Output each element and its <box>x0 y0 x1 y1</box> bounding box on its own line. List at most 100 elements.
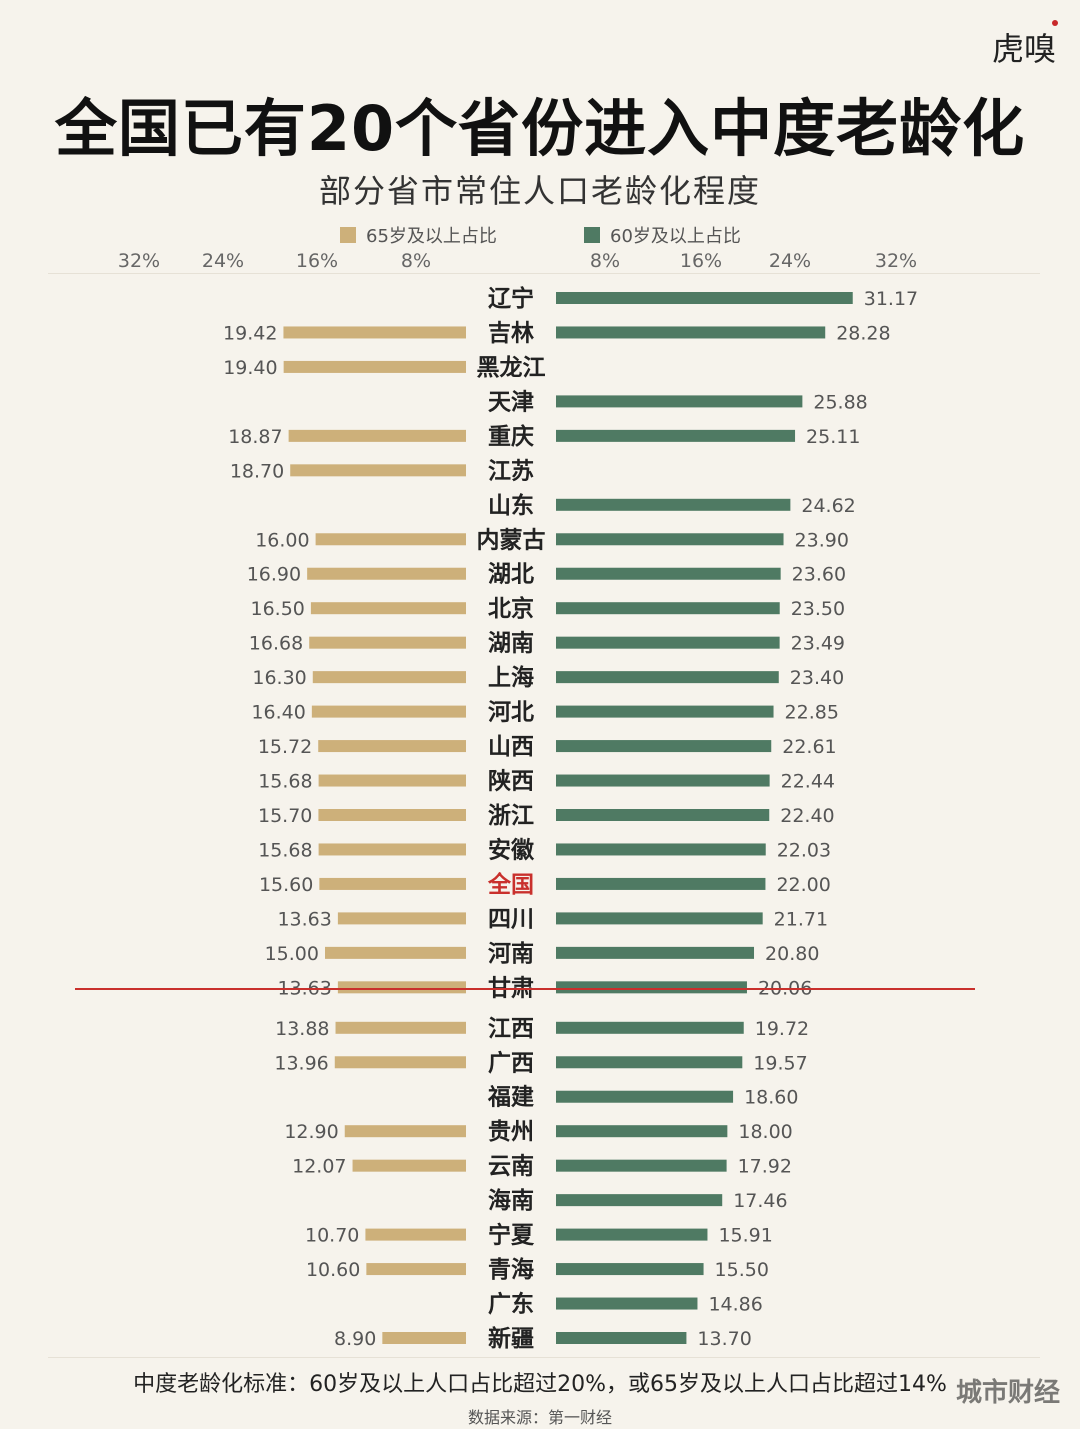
province-label: 山西 <box>488 734 534 760</box>
logo-dot-icon <box>1052 20 1058 26</box>
axis-divider <box>48 273 1040 274</box>
bar-60 <box>556 1263 704 1276</box>
bar-65 <box>310 602 466 615</box>
value-label-60: 22.61 <box>782 736 836 758</box>
moderate-aging-threshold-line <box>75 988 975 990</box>
bar-65 <box>309 636 466 649</box>
bar-65 <box>318 774 466 787</box>
value-label-65: 10.60 <box>306 1259 360 1281</box>
bar-65 <box>283 326 466 339</box>
value-label-60: 23.40 <box>790 667 844 689</box>
left-tick: 32% <box>117 250 161 272</box>
bar-60 <box>556 1228 708 1241</box>
value-label-65: 15.72 <box>258 736 312 758</box>
bar-60 <box>556 671 779 684</box>
value-label-65: 12.07 <box>292 1156 346 1178</box>
value-label-60: 23.90 <box>795 529 849 551</box>
bar-65 <box>335 1021 466 1034</box>
bar-60 <box>556 705 774 718</box>
province-label: 陕西 <box>488 768 534 795</box>
province-label: 重庆 <box>488 423 534 450</box>
bar-65 <box>382 1332 466 1344</box>
value-label-65: 18.87 <box>228 426 282 448</box>
province-label: 云南 <box>488 1154 534 1180</box>
bar-60 <box>556 326 826 339</box>
value-label-60: 18.00 <box>738 1121 792 1143</box>
value-label-60: 13.70 <box>697 1328 751 1350</box>
value-label-60: 23.49 <box>791 633 845 655</box>
bar-60 <box>556 1159 727 1172</box>
province-label: 宁夏 <box>488 1222 535 1249</box>
bar-60 <box>556 636 780 649</box>
watermark: 城市财经 <box>955 1378 1060 1408</box>
province-label: 海南 <box>488 1187 534 1214</box>
value-label-60: 19.72 <box>755 1018 809 1040</box>
bar-65 <box>318 809 466 821</box>
value-label-60: 28.28 <box>836 322 890 344</box>
right-tick: 24% <box>768 250 812 272</box>
left-tick: 16% <box>295 250 339 272</box>
bar-65 <box>307 567 466 580</box>
value-label-65: 8.90 <box>334 1328 376 1350</box>
bar-60 <box>556 774 770 787</box>
value-label-60: 24.62 <box>801 495 855 517</box>
bar-60 <box>556 567 781 580</box>
value-label-65: 12.90 <box>284 1121 338 1143</box>
value-label-60: 22.03 <box>777 839 831 861</box>
left-tick: 24% <box>201 250 245 272</box>
value-label-60: 22.00 <box>776 874 830 896</box>
legend-swatch-60-icon <box>584 227 600 243</box>
bar-60 <box>556 740 772 753</box>
data-source: 数据来源：第一财经 <box>467 1408 612 1427</box>
bar-65 <box>337 981 466 994</box>
bar-65 <box>319 877 466 890</box>
value-label-60: 22.44 <box>781 771 835 793</box>
value-label-65: 13.88 <box>275 1018 329 1040</box>
value-label-60: 14.86 <box>708 1294 762 1316</box>
value-label-60: 25.11 <box>806 426 860 448</box>
bar-65 <box>365 1228 466 1241</box>
bar-65 <box>290 464 466 477</box>
value-label-60: 15.91 <box>718 1225 772 1247</box>
province-label: 湖南 <box>488 631 534 657</box>
province-label: 四川 <box>488 906 534 932</box>
bar-60 <box>556 602 780 615</box>
value-label-65: 18.70 <box>230 460 284 482</box>
bar-65 <box>325 946 466 959</box>
province-label: 湖北 <box>488 562 534 588</box>
chart-title: 全国已有20个省份进入中度老龄化 <box>54 92 1026 165</box>
value-label-65: 19.40 <box>223 357 277 379</box>
value-label-65: 15.70 <box>258 805 312 827</box>
value-label-65: 15.68 <box>258 839 312 861</box>
province-label: 江西 <box>488 1016 534 1042</box>
bar-60 <box>556 877 766 890</box>
value-label-60: 21.71 <box>774 908 828 930</box>
province-label: 黑龙江 <box>477 355 546 381</box>
bar-60 <box>556 1056 743 1069</box>
province-label: 全国 <box>487 871 534 898</box>
chart-subtitle: 部分省市常住人口老龄化程度 <box>318 172 761 210</box>
legend-65: 65岁及以上占比 <box>340 222 497 248</box>
right-tick: 8% <box>589 250 621 272</box>
value-label-60: 15.50 <box>715 1259 769 1281</box>
province-label: 河南 <box>488 941 534 967</box>
legend-swatch-65-icon <box>340 227 356 243</box>
bar-60 <box>556 843 766 856</box>
left-tick: 8% <box>400 250 432 272</box>
value-label-65: 10.70 <box>305 1225 359 1247</box>
value-label-60: 20.80 <box>765 943 819 965</box>
province-label: 浙江 <box>488 803 534 829</box>
province-label: 河北 <box>488 700 534 726</box>
bar-60 <box>556 1297 698 1310</box>
bar-65 <box>318 843 466 856</box>
value-label-60: 31.17 <box>864 288 918 310</box>
legend-label-60: 60岁及以上占比 <box>610 226 741 247</box>
value-label-60: 25.88 <box>813 391 867 413</box>
bar-60 <box>556 1021 744 1034</box>
value-label-65: 15.60 <box>259 874 313 896</box>
province-label: 内蒙古 <box>477 527 546 553</box>
bar-65 <box>337 912 466 925</box>
bar-60 <box>556 946 755 959</box>
bar-65 <box>318 740 466 753</box>
